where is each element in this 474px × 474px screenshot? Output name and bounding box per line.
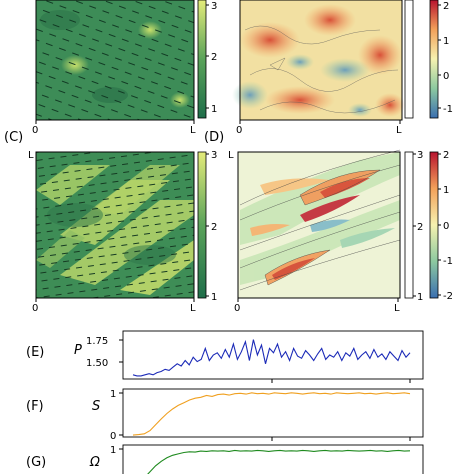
panel-f-ylabel: S bbox=[92, 399, 100, 414]
panel-d-cbar-left-tick-2: 2 bbox=[417, 222, 423, 233]
panel-f-ytick-0: 0 bbox=[110, 431, 116, 442]
panel-c-colorbar bbox=[197, 151, 207, 299]
panel-d-cbar-left-tick-3: 3 bbox=[417, 150, 423, 161]
panel-c-cbar-tick-1: 1 bbox=[211, 292, 217, 303]
panel-c-xtick-l: L bbox=[190, 303, 196, 314]
panel-d-cbar-left-tick-1: 1 bbox=[417, 292, 423, 303]
panel-f-series-line bbox=[132, 392, 411, 436]
panel-c-cbar-tick-2: 2 bbox=[211, 222, 217, 233]
panel-b-colorbar bbox=[429, 0, 439, 119]
panel-d-label: (D) bbox=[204, 130, 224, 145]
panel-e-ytick-150: 1.50 bbox=[86, 358, 108, 369]
panel-e-ylabel: P bbox=[74, 343, 82, 358]
panel-d-colorbar-left bbox=[404, 151, 414, 299]
panel-b-colorbar-left bbox=[404, 0, 414, 119]
panel-g-ytick-1: 1 bbox=[110, 445, 116, 456]
panel-d: (D) L 0 L bbox=[204, 130, 453, 314]
panel-e-series-line bbox=[132, 339, 411, 377]
panel-c-director-field bbox=[36, 152, 194, 298]
panel-a-cbar-tick-3: 3 bbox=[211, 1, 217, 12]
panel-b: 0 L 2 1 0 -1 bbox=[232, 0, 453, 136]
panel-c-cbar-tick-3: 3 bbox=[211, 150, 217, 161]
panel-d-xtick-l: L bbox=[394, 303, 400, 314]
panel-d-cbar-tick-m2: -2 bbox=[443, 291, 453, 302]
panel-d-ytick-l: L bbox=[228, 150, 234, 161]
panel-a-cbar-tick-2: 2 bbox=[211, 52, 217, 63]
panel-b-cbar-tick-1: 1 bbox=[443, 36, 449, 47]
panel-c-ytick-l: L bbox=[28, 150, 34, 161]
panel-a: 0 L 3 2 1 bbox=[32, 0, 217, 136]
panel-b-xtick-l: L bbox=[396, 125, 402, 136]
panel-f-label: (F) bbox=[26, 399, 44, 414]
panel-f-ytick-1: 1 bbox=[110, 389, 116, 400]
panel-e-label: (E) bbox=[26, 345, 44, 360]
panel-a-colorbar bbox=[197, 0, 207, 119]
panel-d-colorbar bbox=[429, 151, 439, 299]
panel-d-cbar-tick-m1: -1 bbox=[443, 256, 453, 267]
panel-d-xtick-0: 0 bbox=[234, 303, 240, 314]
panel-e: (E) P 1.75 1.50 bbox=[26, 330, 424, 383]
panel-g-ylabel: Ω bbox=[89, 455, 100, 470]
panel-b-cbar-tick-2: 2 bbox=[443, 1, 449, 12]
panel-c-xtick-0: 0 bbox=[32, 303, 38, 314]
panel-a-xtick-0: 0 bbox=[32, 125, 38, 136]
panel-e-axes bbox=[122, 330, 424, 380]
panel-d-cbar-tick-0: 0 bbox=[443, 221, 449, 232]
panel-g-label: (G) bbox=[26, 455, 46, 470]
panel-f-axes bbox=[122, 388, 424, 438]
panel-g-axes bbox=[122, 444, 424, 474]
panel-f: (F) S 1 0 bbox=[26, 388, 424, 442]
panel-a-director-field bbox=[36, 0, 194, 120]
panel-a-xtick-l: L bbox=[190, 125, 196, 136]
panel-b-cbar-tick-0: 0 bbox=[443, 71, 449, 82]
panel-d-cbar-tick-1: 1 bbox=[443, 185, 449, 196]
panel-a-cbar-tick-1: 1 bbox=[211, 104, 217, 115]
panel-g-series-line bbox=[147, 449, 411, 474]
panel-b-cbar-tick-m1: -1 bbox=[443, 104, 453, 115]
panel-c: (C) L 0 L 3 2 1 bbox=[4, 130, 217, 314]
panel-d-cbar-tick-2: 2 bbox=[443, 150, 449, 161]
panel-c-label: (C) bbox=[4, 130, 23, 145]
panel-e-ytick-175: 1.75 bbox=[86, 336, 108, 347]
panel-g: (G) Ω 1 bbox=[26, 444, 424, 474]
panel-b-xtick-0: 0 bbox=[236, 125, 242, 136]
